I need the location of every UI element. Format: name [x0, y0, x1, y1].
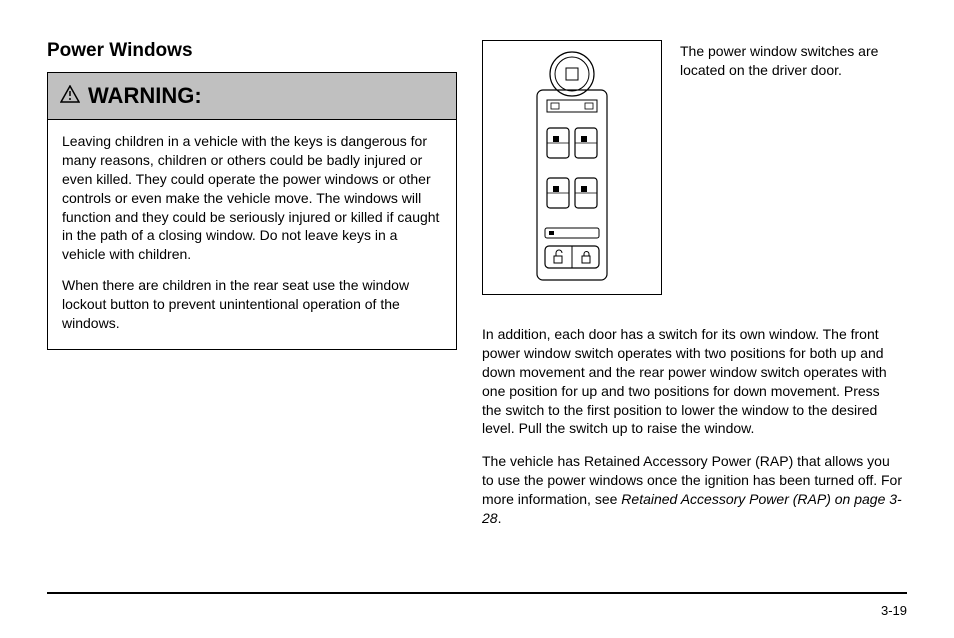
warning-body: Leaving children in a vehicle with the k…: [48, 120, 456, 349]
left-column: Power Windows WARNING: Leaving children …: [47, 40, 457, 528]
body-text: In addition, each door has a switch for …: [482, 325, 902, 528]
manual-page: Power Windows WARNING: Leaving children …: [0, 0, 954, 638]
warning-paragraph: Leaving children in a vehicle with the k…: [62, 132, 442, 264]
body-paragraph: The vehicle has Retained Accessory Power…: [482, 452, 902, 528]
warning-label: WARNING:: [88, 83, 202, 109]
figure-caption: The power window switches are located on…: [680, 40, 902, 80]
right-column: The power window switches are located on…: [482, 40, 902, 528]
warning-paragraph: When there are children in the rear seat…: [62, 276, 442, 333]
figure-row: The power window switches are located on…: [482, 40, 902, 295]
text-span: .: [498, 510, 502, 526]
switch-panel-diagram: [482, 40, 662, 295]
warning-header: WARNING:: [48, 73, 456, 120]
warning-box: WARNING: Leaving children in a vehicle w…: [47, 72, 457, 350]
page-number: 3-19: [881, 603, 907, 618]
two-column-layout: Power Windows WARNING: Leaving children …: [47, 40, 907, 528]
section-heading: Power Windows: [47, 40, 457, 62]
footer-divider: [47, 592, 907, 594]
body-paragraph: In addition, each door has a switch for …: [482, 325, 902, 438]
warning-triangle-icon: [60, 85, 80, 108]
